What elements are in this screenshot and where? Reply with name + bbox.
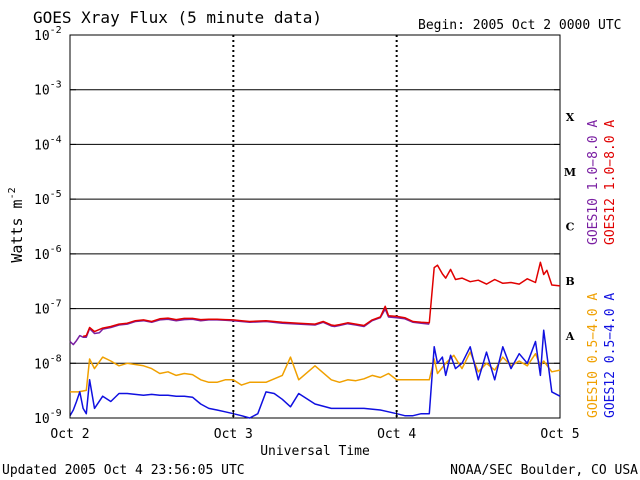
y-tick-base: 10 — [34, 303, 50, 318]
y-tick-exponent: -6 — [50, 244, 62, 255]
flare-class-label: X — [566, 111, 575, 124]
flare-class-label: C — [566, 221, 575, 234]
grid-lines — [70, 89, 560, 364]
x-tick-label: Oct 3 — [214, 427, 253, 442]
y-tick-exponent: -9 — [50, 408, 62, 419]
y-axis-label: Watts m-2 — [7, 187, 26, 262]
begin-time: Begin: 2005 Oct 2 0000 UTC — [418, 18, 622, 33]
y-tick-label: 10-6 — [34, 244, 62, 263]
flare-class-label: M — [564, 166, 576, 179]
series-line — [70, 351, 561, 393]
y-tick-base: 10 — [34, 248, 50, 263]
flare-class-labels: X M C B A — [564, 111, 576, 343]
x-axis-ticks: Oct 2 Oct 3 Oct 4 Oct 5 — [50, 412, 580, 442]
legend-entry: GOES12 1.0−8.0 A — [603, 120, 618, 245]
series-line — [82, 261, 561, 338]
y-tick-label: 10-5 — [34, 189, 62, 208]
legend-entry: GOES12 0.5−4.0 A — [603, 293, 618, 418]
legend: GOES10 1.0−8.0 A GOES12 1.0−8.0 A GOES10 0… — [586, 120, 618, 418]
updated-text: Updated 2005 Oct 4 23:56:05 UTC — [2, 463, 245, 478]
plot-area — [69, 34, 561, 419]
x-tick-label: Oct 4 — [377, 427, 416, 442]
y-tick-base: 10 — [34, 138, 50, 153]
flare-class-label: B — [565, 275, 574, 288]
flare-class-label: A — [565, 330, 575, 343]
x-tick-label: Oct 2 — [50, 427, 89, 442]
day-dividers — [232, 35, 398, 418]
y-tick-base: 10 — [34, 357, 50, 372]
y-axis-ticks: 10-210-310-410-510-610-710-810-9 — [34, 25, 560, 427]
y-tick-base: 10 — [34, 84, 50, 99]
y-tick-base: 10 — [34, 29, 50, 44]
plot-frame — [69, 34, 561, 419]
y-tick-exponent: -4 — [50, 134, 62, 145]
series-line — [69, 308, 430, 346]
credit-text: NOAA/SEC Boulder, CO USA — [450, 463, 638, 478]
y-tick-label: 10-7 — [34, 299, 62, 318]
x-axis-label: Universal Time — [260, 444, 370, 459]
y-tick-base: 10 — [34, 193, 50, 208]
y-tick-exponent: -5 — [50, 189, 62, 200]
y-tick-base: 10 — [34, 412, 50, 427]
y-tick-label: 10-3 — [34, 80, 62, 99]
legend-entry: GOES10 1.0−8.0 A — [586, 120, 601, 245]
y-axis-label-text: Watts m — [8, 199, 26, 262]
y-tick-exponent: -8 — [50, 353, 62, 364]
series-layer — [69, 261, 561, 419]
chart-title: GOES Xray Flux (5 minute data) — [33, 8, 322, 27]
series-line — [69, 329, 561, 419]
y-tick-exponent: -2 — [50, 25, 62, 36]
y-tick-exponent: -7 — [50, 299, 62, 310]
x-tick-label: Oct 5 — [540, 427, 579, 442]
y-tick-label: 10-9 — [34, 408, 62, 427]
y-tick-exponent: -3 — [50, 80, 62, 91]
legend-entry: GOES10 0.5−4.0 A — [586, 293, 601, 418]
y-axis-label-exponent: -2 — [7, 187, 18, 199]
y-tick-label: 10-2 — [34, 25, 62, 44]
y-tick-label: 10-4 — [34, 134, 62, 153]
y-tick-label: 10-8 — [34, 353, 62, 372]
